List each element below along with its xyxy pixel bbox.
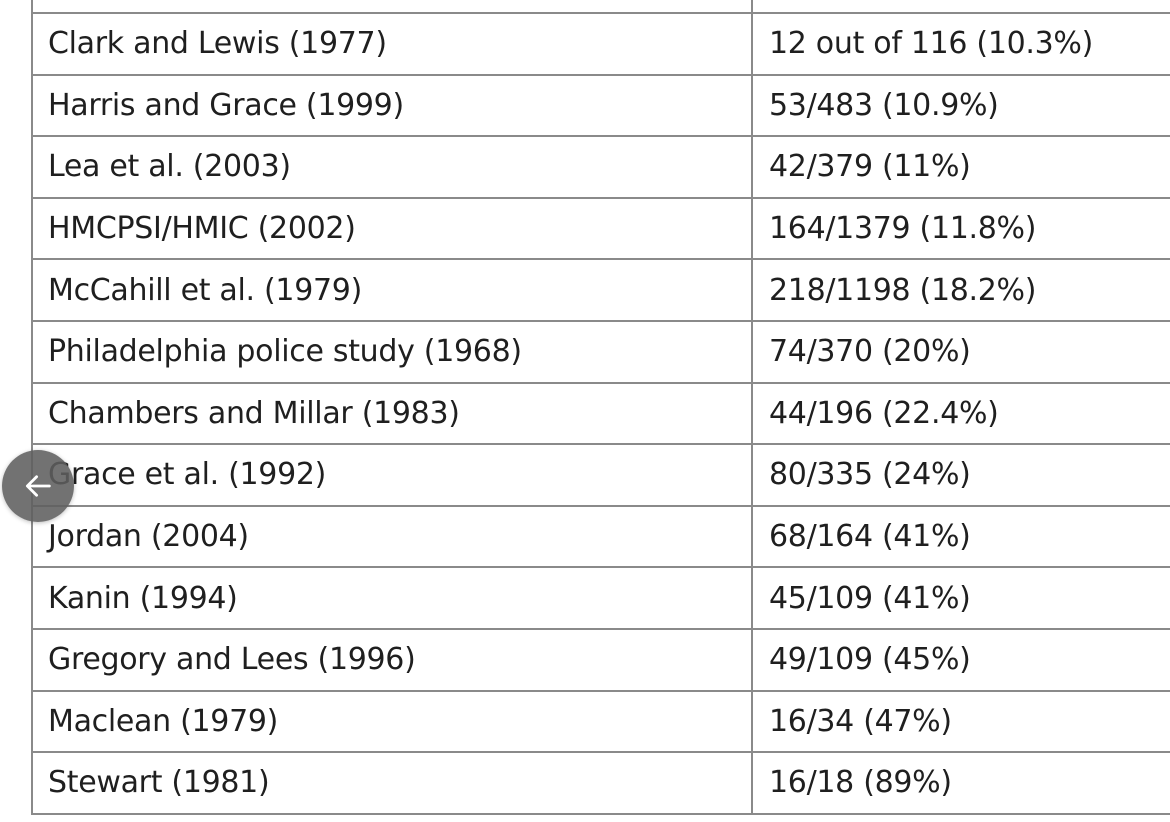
table-row: Clark and Lewis (1977) 12 out of 116 (10… — [33, 12, 1170, 74]
table-cell-rate: 80/335 (24%) — [769, 457, 971, 493]
table-row: Chambers and Millar (1983) 44/196 (22.4%… — [33, 381, 1170, 444]
table-cell-study: Stewart (1981) — [33, 753, 753, 813]
arrow-left-icon — [25, 475, 51, 497]
table-cell-study: Maclean (1979) — [33, 691, 753, 752]
table-row-partial — [33, 0, 1170, 12]
table-cell-study: Grace et al. (1992) — [33, 445, 753, 505]
table-row: Gregory and Lees (1996) 49/109 (45%) — [33, 627, 1170, 690]
table-cell-rate: 12 out of 116 (10.3%) — [769, 26, 1094, 62]
table-cell-study: Gregory and Lees (1996) — [33, 629, 753, 690]
table-row: Philadelphia police study (1968) 74/370 … — [33, 319, 1170, 382]
table-cell-rate: 45/109 (41%) — [769, 580, 971, 616]
table-cell-rate: 49/109 (45%) — [769, 642, 971, 678]
table-cell-study: McCahill et al. (1979) — [33, 260, 753, 320]
table-cell-study: Philadelphia police study (1968) — [33, 321, 753, 382]
table-row: McCahill et al. (1979) 218/1198 (18.2%) — [33, 258, 1170, 320]
table-row: Kanin (1994) 45/109 (41%) — [33, 566, 1170, 628]
table-cell-rate: 16/18 (89%) — [769, 765, 952, 801]
table-cell-rate: 218/1198 (18.2%) — [769, 272, 1037, 308]
table-cell-study: Lea et al. (2003) — [33, 137, 753, 197]
table-cell-study: Kanin (1994) — [33, 568, 753, 628]
table-row: Harris and Grace (1999) 53/483 (10.9%) — [33, 73, 1170, 136]
studies-table: Clark and Lewis (1977) 12 out of 116 (10… — [31, 0, 1170, 815]
table-row: Grace et al. (1992) 80/335 (24%) — [33, 443, 1170, 505]
table-row: HMCPSI/HMIC (2002) 164/1379 (11.8%) — [33, 196, 1170, 259]
table-cell-study: Harris and Grace (1999) — [33, 75, 753, 136]
table-row: Lea et al. (2003) 42/379 (11%) — [33, 135, 1170, 197]
table-cell-study: Chambers and Millar (1983) — [33, 383, 753, 444]
table-row: Stewart (1981) 16/18 (89%) — [33, 751, 1170, 813]
table-cell-rate: 164/1379 (11.8%) — [769, 211, 1037, 247]
table-cell-rate — [753, 0, 1170, 12]
table-cell-study: HMCPSI/HMIC (2002) — [33, 198, 753, 259]
table-row: Maclean (1979) 16/34 (47%) — [33, 689, 1170, 752]
table-cell-rate: 44/196 (22.4%) — [769, 395, 999, 431]
table-cell-rate: 16/34 (47%) — [769, 703, 952, 739]
table-cell-rate: 68/164 (41%) — [769, 519, 971, 555]
table-cell-study — [33, 0, 753, 12]
table-cell-rate: 74/370 (20%) — [769, 334, 971, 370]
table-cell-study: Clark and Lewis (1977) — [33, 14, 753, 74]
table-cell-rate: 42/379 (11%) — [769, 149, 971, 185]
table-cell-rate: 53/483 (10.9%) — [769, 87, 999, 123]
back-button[interactable] — [2, 450, 74, 522]
table-cell-study: Jordan (2004) — [33, 506, 753, 567]
table-row: Jordan (2004) 68/164 (41%) — [33, 504, 1170, 567]
